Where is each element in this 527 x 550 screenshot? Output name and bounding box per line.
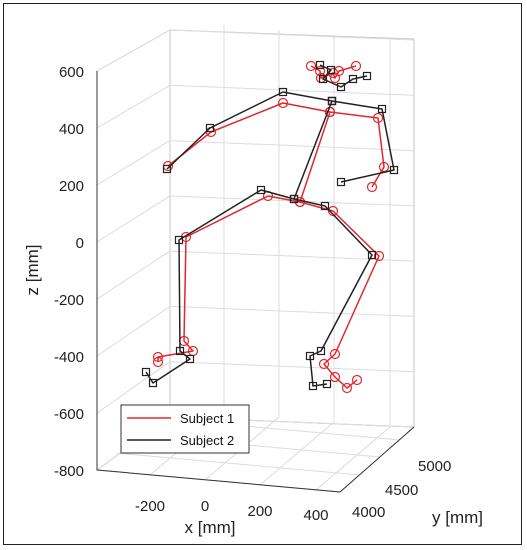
z-tick-label: 400 bbox=[59, 121, 84, 138]
z-tick-label: 600 bbox=[59, 64, 84, 81]
data-point-circle bbox=[341, 382, 353, 394]
data-point-square bbox=[367, 250, 377, 260]
z-gridline bbox=[96, 361, 171, 414]
z-gridline bbox=[169, 250, 415, 262]
x-gridline bbox=[259, 421, 335, 486]
legend: Subject 1 Subject 2 bbox=[120, 404, 250, 454]
data-point-square bbox=[318, 74, 328, 84]
series-line bbox=[167, 102, 331, 167]
data-point-square bbox=[315, 60, 325, 70]
data-point-square bbox=[326, 65, 336, 75]
data-point-circle bbox=[277, 97, 289, 109]
data-point-square bbox=[377, 104, 387, 114]
data-point-square bbox=[308, 381, 318, 391]
data-point-square bbox=[185, 354, 195, 364]
data-point-square bbox=[205, 123, 215, 133]
series-layer bbox=[141, 60, 399, 394]
series-line bbox=[329, 111, 385, 188]
z-gridline bbox=[96, 250, 171, 300]
data-point-square bbox=[174, 235, 184, 245]
legend-label-subject-1: Subject 1 bbox=[180, 411, 234, 426]
data-point-circle bbox=[318, 358, 330, 370]
z-tick-label: -800 bbox=[54, 463, 84, 480]
data-point-circle bbox=[366, 181, 378, 193]
z-gridline bbox=[169, 361, 415, 373]
data-point-circle bbox=[329, 371, 341, 383]
data-point-square bbox=[289, 194, 299, 204]
y-axis-line bbox=[339, 426, 415, 493]
series-line bbox=[319, 64, 368, 88]
y-tick-label: 5000 bbox=[418, 458, 451, 475]
series-line bbox=[293, 198, 373, 387]
z-gridline bbox=[96, 84, 171, 129]
data-point-square bbox=[175, 346, 185, 356]
z-gridline bbox=[96, 140, 171, 186]
data-point-square bbox=[305, 351, 315, 361]
z-gridline bbox=[169, 84, 415, 96]
z-gridline bbox=[96, 29, 171, 72]
y-axis-label: y [mm] bbox=[432, 508, 483, 527]
z-tick-labels: 600 400 200 0 -200 -400 -600 -800 bbox=[54, 64, 84, 480]
z-gridline bbox=[169, 305, 415, 317]
series-line bbox=[166, 91, 333, 170]
legend-box bbox=[120, 404, 250, 454]
series-1 bbox=[152, 60, 390, 394]
data-point-square bbox=[322, 379, 332, 389]
data-point-square bbox=[316, 346, 326, 356]
data-point-square bbox=[162, 164, 172, 174]
legend-label-subject-2: Subject 2 bbox=[180, 433, 234, 448]
z-tick-label: -200 bbox=[54, 292, 84, 309]
data-point-square bbox=[278, 87, 288, 97]
data-point-circle bbox=[351, 374, 363, 386]
data-point-circle bbox=[372, 112, 384, 124]
data-point-square bbox=[320, 201, 330, 211]
z-axis-label: z [mm] bbox=[23, 245, 42, 296]
z-gridline bbox=[169, 29, 415, 41]
x-axis-line bbox=[96, 469, 341, 493]
data-point-circle bbox=[305, 60, 317, 72]
data-point-circle bbox=[152, 356, 164, 368]
y-tick-labels: 5000 4500 4000 bbox=[352, 458, 451, 521]
z-gridline bbox=[169, 140, 415, 152]
y-gridline bbox=[115, 452, 361, 476]
x-tick-label: 400 bbox=[303, 507, 328, 524]
figure-frame bbox=[3, 3, 522, 545]
z-gridline bbox=[96, 305, 171, 357]
z-tick-label: 200 bbox=[59, 178, 84, 195]
series-line bbox=[299, 201, 380, 389]
data-point-circle bbox=[152, 351, 164, 363]
series-line bbox=[145, 100, 333, 384]
data-point-square bbox=[362, 71, 372, 81]
x-tick-label: -200 bbox=[135, 498, 165, 515]
z-tick-label: 0 bbox=[76, 235, 84, 252]
data-point-circle bbox=[350, 60, 362, 72]
data-point-circle bbox=[373, 250, 385, 262]
z-tick-label: -600 bbox=[54, 406, 84, 423]
z-gridline bbox=[96, 195, 171, 243]
data-point-circle bbox=[327, 205, 339, 217]
y-tick-label: 4500 bbox=[385, 482, 418, 499]
data-point-square bbox=[336, 177, 346, 187]
data-point-square bbox=[148, 378, 158, 388]
data-point-square bbox=[336, 82, 346, 92]
data-point-square bbox=[141, 367, 151, 377]
series-line bbox=[331, 100, 395, 183]
back-wall-right bbox=[169, 29, 415, 428]
series-line bbox=[157, 111, 331, 362]
y-tick-label: 4000 bbox=[352, 504, 385, 521]
data-point-square bbox=[327, 96, 337, 106]
data-point-circle bbox=[329, 348, 341, 360]
x-tick-label: 200 bbox=[247, 503, 272, 520]
data-point-square bbox=[348, 74, 358, 84]
series-2 bbox=[141, 60, 399, 391]
data-point-square bbox=[256, 185, 266, 195]
x-tick-label: 0 bbox=[201, 498, 209, 515]
x-tick-labels: -200 0 200 400 bbox=[135, 498, 329, 524]
x-axis-label: x [mm] bbox=[185, 518, 236, 537]
data-point-square bbox=[389, 165, 399, 175]
z-tick-label: -400 bbox=[54, 349, 84, 366]
back-wall-left bbox=[96, 29, 171, 471]
